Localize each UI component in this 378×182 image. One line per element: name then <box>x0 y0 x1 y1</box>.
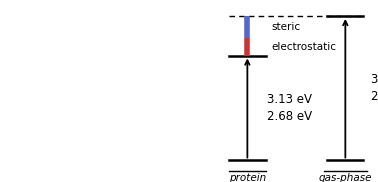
Text: 3.13 eV: 3.13 eV <box>266 93 311 106</box>
Text: gas-phase: gas-phase <box>319 173 372 182</box>
Text: steric: steric <box>271 22 300 32</box>
Text: 3.69 eV: 3.69 eV <box>371 73 378 86</box>
Text: 2.68 eV: 2.68 eV <box>266 110 311 123</box>
Text: electrostatic: electrostatic <box>271 42 336 52</box>
Text: protein: protein <box>229 173 266 182</box>
Text: 2.91 eV: 2.91 eV <box>371 90 378 103</box>
